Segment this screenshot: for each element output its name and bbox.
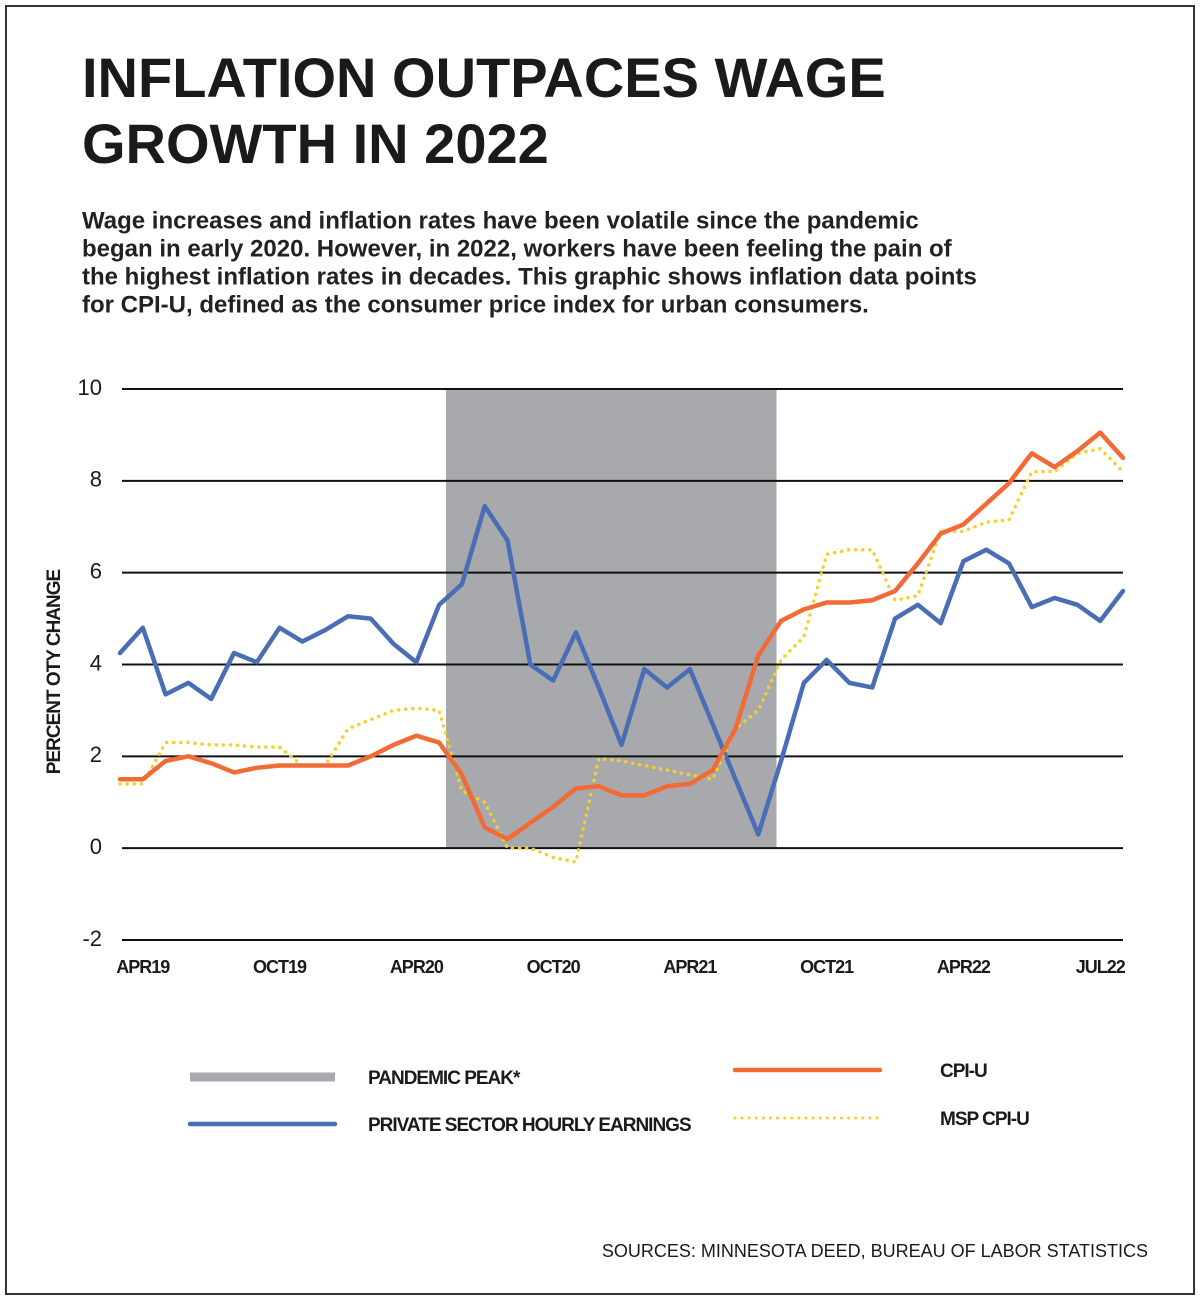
y-tick-label: 8 <box>90 467 102 492</box>
frame <box>5 5 1195 1295</box>
x-tick-label: APR22 <box>937 957 991 977</box>
legend-label: PRIVATE SECTOR HOURLY EARNINGS <box>368 1115 691 1136</box>
series-line <box>118 446 1125 864</box>
series-line <box>117 503 1126 837</box>
x-tick-label: APR21 <box>663 957 717 977</box>
subtitle-line: Wage increases and inflation rates have … <box>82 207 919 234</box>
y-axis-label: PERCENT OTY CHANGE <box>44 569 65 774</box>
x-tick-label: OCT19 <box>253 957 307 977</box>
x-tick-label: JUL22 <box>1076 957 1126 977</box>
legend-label: CPI-U <box>940 1061 987 1082</box>
y-tick-label: 2 <box>90 742 102 767</box>
title-line: INFLATION OUTPACES WAGE <box>82 46 886 109</box>
subtitle-line: for CPI-U, defined as the consumer price… <box>82 291 869 318</box>
x-tick-label: OCT21 <box>800 957 854 977</box>
subtitle-line: began in early 2020. However, in 2022, w… <box>82 235 953 262</box>
y-tick-label: 0 <box>90 834 102 859</box>
y-tick-label: -2 <box>82 926 102 951</box>
x-tick-label: OCT20 <box>527 957 581 977</box>
x-tick-label: APR20 <box>390 957 444 977</box>
legend-label: PANDEMIC PEAK* <box>368 1068 521 1089</box>
source: SOURCES: MINNESOTA DEED, BUREAU OF LABOR… <box>602 1241 1148 1261</box>
legend-label: MSP CPI-U <box>940 1109 1029 1130</box>
y-tick-label: 4 <box>90 650 102 675</box>
y-tick-label: 6 <box>90 558 102 583</box>
title-line: GROWTH IN 2022 <box>82 112 549 175</box>
series-line <box>117 430 1126 842</box>
y-tick-label: 10 <box>78 375 102 400</box>
x-tick-label: APR19 <box>116 957 170 977</box>
subtitle-line: the highest inflation rates in decades. … <box>82 263 977 290</box>
pandemic-band <box>445 389 777 849</box>
